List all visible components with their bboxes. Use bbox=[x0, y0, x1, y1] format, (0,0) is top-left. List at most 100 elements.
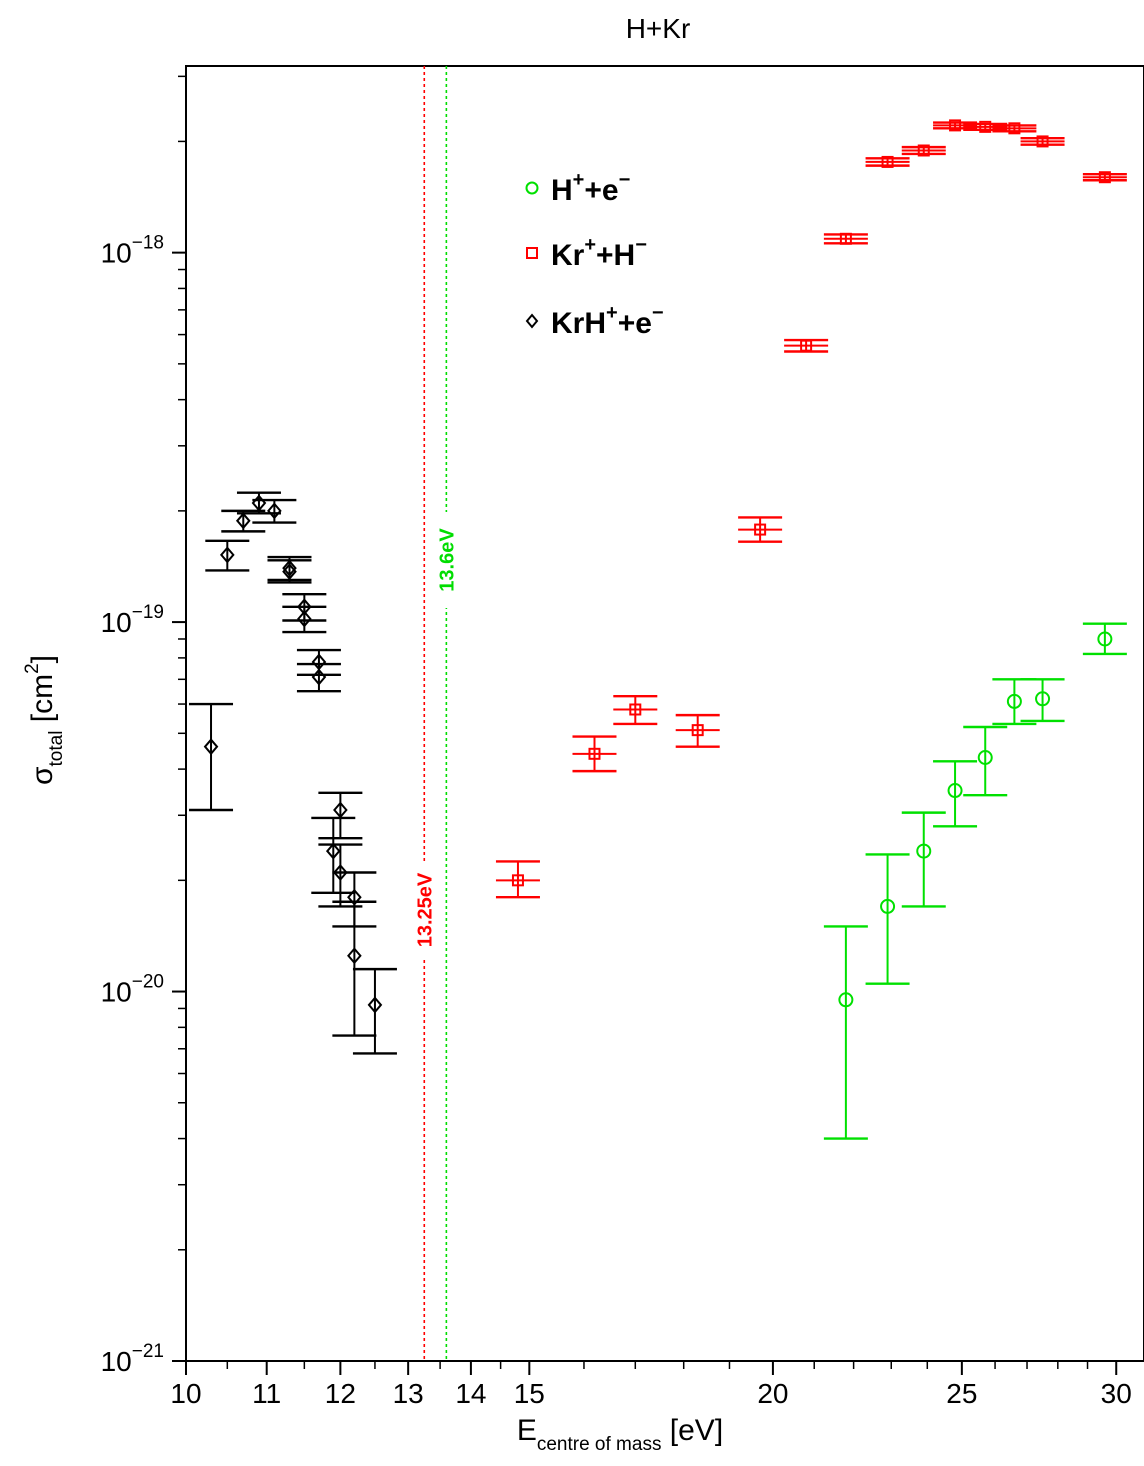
threshold-lines: 13.25eV 13.6eV bbox=[413, 66, 460, 1361]
threshold-label: 13.6eV bbox=[437, 528, 459, 592]
legend-item: H++e− bbox=[525, 169, 630, 207]
data-point bbox=[992, 678, 1037, 726]
legend-base: H bbox=[551, 174, 573, 207]
marker-square bbox=[588, 747, 601, 760]
x-tick-label: 12 bbox=[325, 1378, 356, 1409]
y-tick-base: 10 bbox=[101, 1346, 132, 1377]
legend-item: KrH++e− bbox=[525, 302, 664, 340]
chart-title: H+Kr bbox=[626, 13, 691, 44]
y-tick-label: 10−18 bbox=[101, 233, 164, 269]
y-tick-base: 10 bbox=[101, 238, 132, 269]
series-circle bbox=[823, 622, 1127, 1140]
data-point bbox=[495, 860, 540, 899]
data-point bbox=[613, 695, 658, 726]
marker-square bbox=[754, 523, 767, 536]
marker-square bbox=[1008, 122, 1021, 135]
series-square bbox=[495, 119, 1127, 899]
legend-label: KrH++e− bbox=[551, 302, 664, 340]
legend-base: Kr bbox=[551, 239, 585, 272]
data-point bbox=[1082, 171, 1127, 184]
x-tick-label: 20 bbox=[757, 1378, 788, 1409]
legend-label: H++e− bbox=[551, 169, 630, 207]
data-point bbox=[296, 662, 341, 693]
data-point bbox=[992, 122, 1037, 135]
legend-sup: + bbox=[606, 302, 618, 324]
marker-circle bbox=[1097, 631, 1113, 647]
data-point bbox=[675, 713, 720, 748]
marker-diamond bbox=[282, 563, 297, 581]
data-point bbox=[352, 967, 397, 1055]
marker-diamond bbox=[333, 801, 348, 819]
marker-square bbox=[691, 724, 704, 737]
data-point bbox=[865, 155, 910, 168]
marker-circle bbox=[880, 898, 896, 914]
legend-base: KrH bbox=[551, 307, 606, 340]
x-tick-label: 30 bbox=[1101, 1378, 1132, 1409]
data-point bbox=[823, 232, 868, 245]
marker-square bbox=[979, 120, 992, 133]
legend-label: Kr++H− bbox=[551, 234, 647, 272]
y-tick-exp: −18 bbox=[132, 233, 164, 254]
data-point bbox=[823, 925, 868, 1140]
marker-diamond bbox=[333, 863, 348, 882]
marker-diamond bbox=[325, 842, 341, 860]
data-point bbox=[738, 516, 783, 543]
y-axis-label-close: ] bbox=[26, 655, 59, 663]
legend-sup: − bbox=[635, 234, 647, 256]
data-point bbox=[572, 735, 617, 773]
marker-square bbox=[917, 144, 930, 157]
y-tick-exp: −21 bbox=[132, 1341, 164, 1362]
data-point bbox=[311, 816, 356, 895]
legend-mid: +e bbox=[584, 174, 618, 207]
legend-marker bbox=[525, 313, 539, 329]
series-diamond bbox=[189, 491, 397, 1055]
legend-item: Kr++H− bbox=[526, 234, 647, 272]
marker-square bbox=[881, 155, 894, 168]
x-tick-label: 10 bbox=[170, 1378, 201, 1409]
data-point bbox=[865, 853, 910, 985]
y-tick-base: 10 bbox=[101, 607, 132, 638]
y-tick-label: 10−20 bbox=[101, 972, 164, 1008]
marker-diamond bbox=[347, 947, 362, 965]
threshold-label-bg bbox=[435, 512, 460, 608]
x-axis-label: Ecentre of mass [eV] bbox=[517, 1414, 723, 1455]
legend: H++e−Kr++H−KrH++e− bbox=[525, 169, 664, 340]
y-tick-label: 10−21 bbox=[101, 1341, 164, 1377]
data-point bbox=[963, 725, 1008, 797]
x-axis-label-unit: [eV] bbox=[661, 1414, 723, 1447]
y-axis-label: σtotal [cm2] bbox=[22, 655, 67, 785]
x-tick-label: 25 bbox=[946, 1378, 977, 1409]
legend-sup: + bbox=[584, 234, 596, 256]
y-axis-label-sub: total bbox=[46, 731, 67, 767]
marker-square bbox=[1036, 135, 1049, 148]
legend-mid: +e bbox=[618, 307, 652, 340]
marker-diamond bbox=[235, 512, 251, 530]
marker-square bbox=[629, 703, 642, 716]
data-point bbox=[901, 144, 946, 157]
y-tick-base: 10 bbox=[101, 977, 132, 1008]
y-tick-exp: −19 bbox=[132, 602, 164, 623]
marker-circle bbox=[1035, 691, 1051, 707]
y-axis-label-sup: 2 bbox=[22, 663, 43, 674]
data-point bbox=[963, 120, 1008, 133]
data-point bbox=[282, 605, 327, 634]
x-axis-label-sub: centre of mass bbox=[537, 1434, 662, 1455]
x-tick-label: 13 bbox=[393, 1378, 424, 1409]
data-point bbox=[252, 498, 297, 524]
legend-sup: − bbox=[619, 169, 631, 191]
threshold-label-bg bbox=[413, 862, 438, 958]
marker-circle bbox=[916, 843, 932, 859]
y-tick-label: 10−19 bbox=[101, 602, 164, 638]
data-point bbox=[205, 539, 250, 572]
marker-square bbox=[949, 119, 962, 132]
data-point bbox=[933, 119, 978, 132]
data-point bbox=[267, 559, 312, 584]
marker-diamond bbox=[367, 996, 383, 1014]
y-tick-exp: −20 bbox=[132, 972, 164, 993]
y-axis-label-main: σ bbox=[26, 766, 59, 785]
legend-mid: +H bbox=[596, 239, 635, 272]
x-tick-label: 14 bbox=[455, 1378, 486, 1409]
data-point bbox=[901, 811, 946, 908]
legend-marker bbox=[525, 181, 539, 195]
